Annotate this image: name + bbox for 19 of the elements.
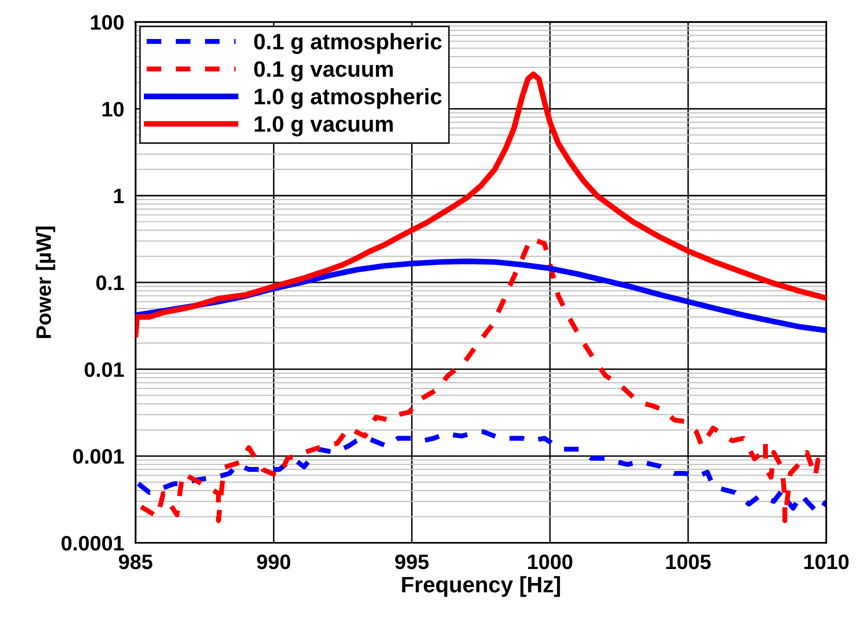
y-tick-label: 10 <box>102 102 124 117</box>
y-tick-label: 100 <box>91 15 124 30</box>
x-axis-title: Frequency [Hz] <box>402 576 560 597</box>
y-tick-label: 0.1 <box>96 275 124 290</box>
legend-label: 1.0 g atmospheric <box>254 88 442 109</box>
y-tick-label: 0.01 <box>84 362 124 377</box>
x-tick-label: 995 <box>395 554 429 570</box>
x-tick-label: 985 <box>118 554 152 570</box>
legend-label: 1.0 g vacuum <box>254 116 393 136</box>
y-tick-label: 0.0001 <box>62 536 124 551</box>
y-tick-label: 1 <box>114 188 124 204</box>
x-tick-label: 1005 <box>666 554 711 570</box>
y-axis-title: Power [µW] <box>36 226 56 338</box>
x-tick-label: 1010 <box>804 554 849 570</box>
y-tick-label: 0.001 <box>73 449 124 464</box>
legend-label: 0.1 g atmospheric <box>254 33 442 54</box>
x-tick-label: 990 <box>257 554 290 570</box>
x-tick-label: 1000 <box>528 554 572 570</box>
legend-label: 0.1 g vacuum <box>254 61 393 82</box>
